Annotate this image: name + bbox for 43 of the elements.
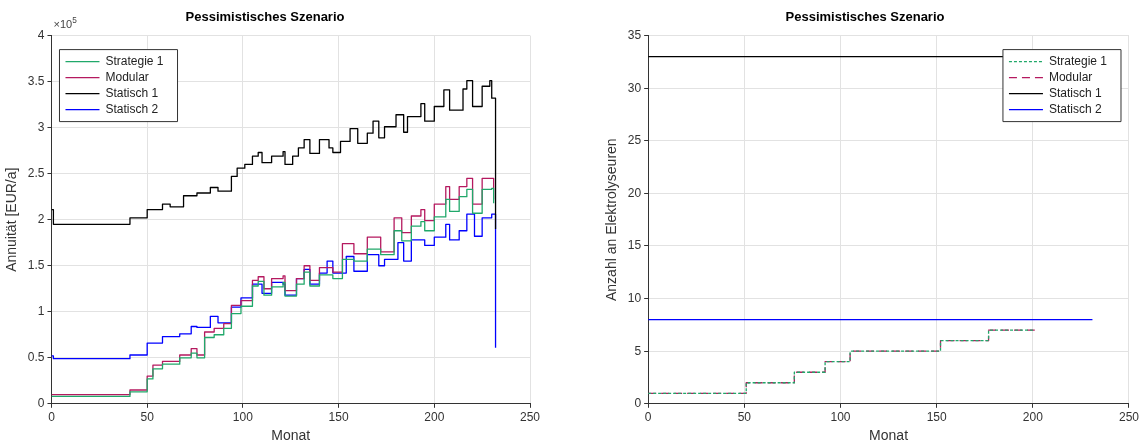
y-tick-label: 5	[634, 343, 642, 358]
x-tick-label: 0	[48, 410, 56, 425]
x-tick-label: 0	[644, 410, 652, 425]
y-tick-label: 0.5	[27, 350, 45, 365]
y-axis-title: Anzahl an Elektrolyseuren	[603, 138, 620, 302]
chart-title: Pessimistisches Szenario	[785, 9, 945, 25]
x-tick-label: 100	[232, 410, 254, 425]
y-tick-label: 1	[37, 304, 45, 319]
y-tick-label: 2	[37, 212, 45, 227]
chart-title: Pessimistisches Szenario	[185, 9, 345, 25]
legend-label: Strategie 1	[105, 53, 164, 68]
x-tick-label: 150	[926, 410, 947, 425]
y-tick-label: 0	[634, 396, 642, 411]
y-tick-label: 35	[627, 27, 642, 42]
x-tick-label: 50	[140, 410, 155, 425]
legend-label: Statisch 2	[105, 101, 159, 116]
y-tick-label: 3.5	[27, 73, 45, 88]
y-tick-label: 20	[627, 185, 642, 200]
x-tick-label: 250	[519, 410, 541, 425]
y-tick-label: 30	[627, 80, 642, 95]
y-tick-label: 25	[627, 133, 642, 148]
x-tick-label: 200	[1022, 410, 1044, 425]
y-tick-label: 15	[627, 238, 642, 253]
x-tick-label: 200	[424, 410, 445, 425]
y-tick-label: 3	[37, 119, 45, 134]
legend-label: Statisch 2	[1048, 101, 1102, 116]
x-axis-title: Monat	[869, 427, 909, 444]
y-tick-label: 10	[627, 290, 642, 305]
y-tick-label: 1.5	[27, 258, 45, 273]
y-tick-label: 2.5	[27, 165, 45, 180]
legend-label: Statisch 1	[105, 85, 159, 100]
x-tick-label: 100	[830, 410, 851, 425]
x-tick-label: 250	[1118, 410, 1140, 425]
x-axis-title: Monat	[271, 427, 311, 444]
legend-label: Statisch 1	[1048, 85, 1102, 100]
y-tick-label: 4	[37, 27, 45, 42]
x-tick-label: 150	[328, 410, 349, 425]
legend-label: Strategie 1	[1048, 53, 1108, 68]
legend-label: Modular	[1048, 69, 1093, 84]
y-tick-label: 0	[37, 396, 45, 411]
y-axis-title: Annuität [EUR/a]	[3, 167, 20, 272]
x-tick-label: 50	[737, 410, 752, 425]
legend-label: Modular	[105, 69, 149, 84]
